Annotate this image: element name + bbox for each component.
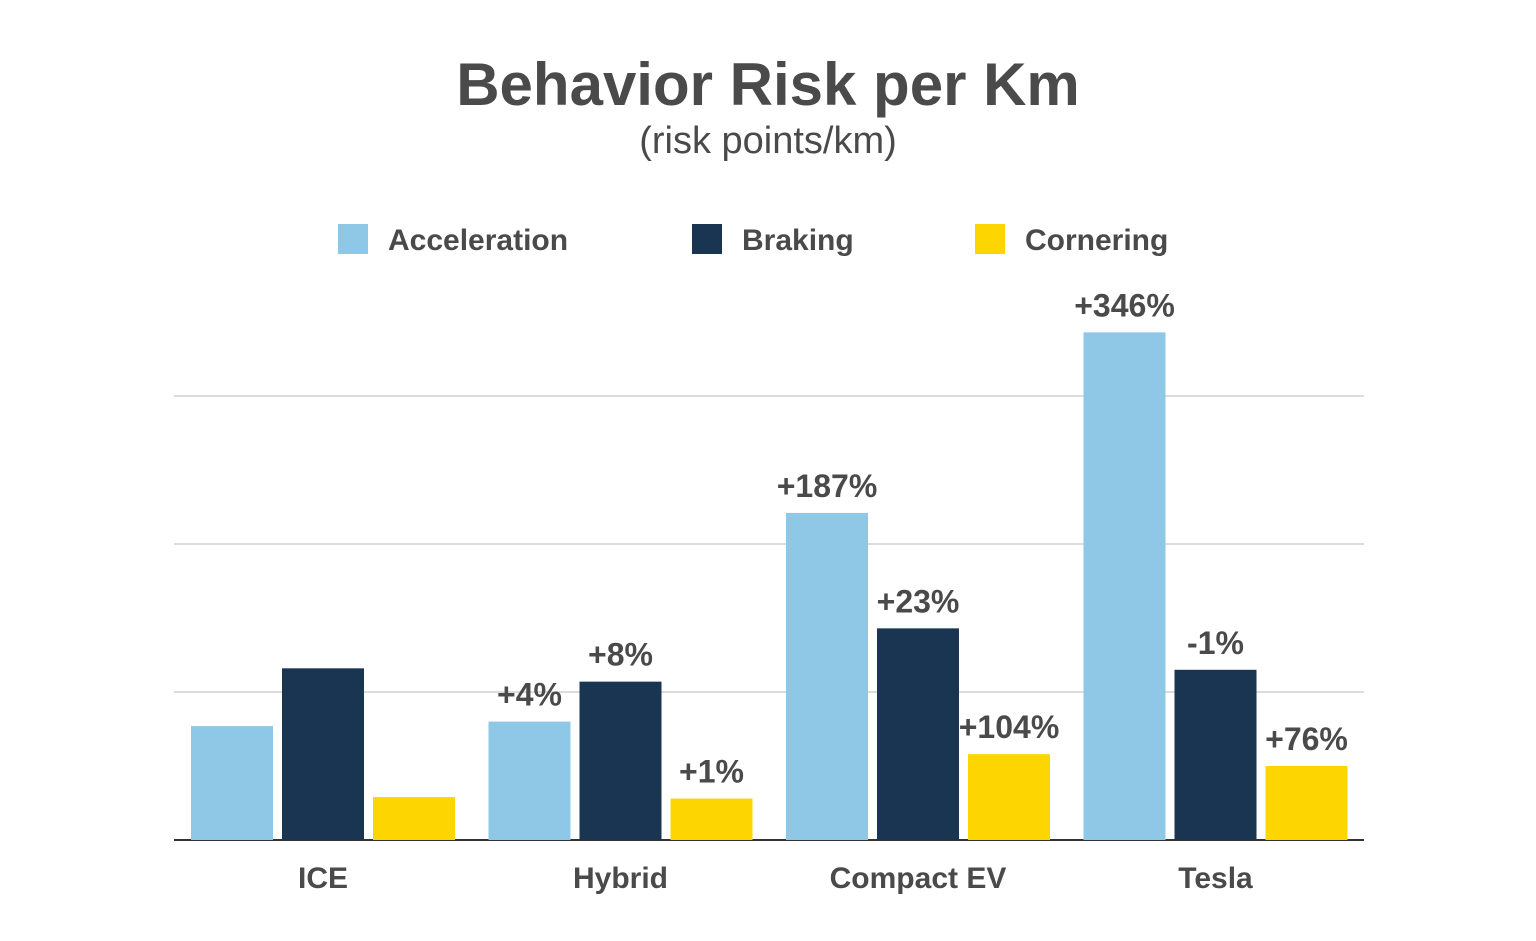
bar-compact-ev-braking	[877, 628, 959, 840]
data-label-tesla-braking: -1%	[1187, 625, 1244, 661]
bar-tesla-cornering	[1265, 766, 1348, 840]
bar-ice-braking	[282, 668, 364, 840]
data-label-tesla-cornering: +76%	[1265, 721, 1348, 757]
bar-tesla-acceleration	[1083, 332, 1166, 840]
data-label-tesla-acceleration: +346%	[1074, 287, 1175, 323]
bar-hybrid-cornering	[670, 798, 753, 840]
legend-swatch-acceleration	[338, 224, 368, 254]
bar-hybrid-acceleration	[488, 721, 571, 840]
data-label-hybrid-cornering: +1%	[679, 754, 744, 790]
x-tick-label-tesla: Tesla	[1178, 862, 1253, 895]
legend-swatch-cornering	[975, 224, 1005, 254]
chart-subtitle: (risk points/km)	[639, 120, 897, 162]
data-label-hybrid-acceleration: +4%	[497, 677, 562, 713]
bar-tesla-braking	[1174, 669, 1257, 840]
data-label-compact-ev-braking: +23%	[877, 583, 960, 619]
legend-label-acceleration: Acceleration	[388, 224, 568, 257]
legend-label-cornering: Cornering	[1025, 224, 1168, 257]
x-tick-label-compact-ev: Compact EV	[830, 862, 1007, 895]
data-label-hybrid-braking: +8%	[588, 637, 653, 673]
bar-ice-cornering	[373, 797, 455, 840]
legend-swatch-braking	[692, 224, 722, 254]
bar-compact-ev-cornering	[968, 754, 1050, 840]
bar-compact-ev-acceleration	[786, 512, 868, 840]
data-label-compact-ev-acceleration: +187%	[777, 468, 878, 504]
chart-title: Behavior Risk per Km	[456, 51, 1080, 118]
bar-hybrid-braking	[579, 681, 662, 840]
bar-ice-acceleration	[191, 726, 273, 840]
x-tick-label-ice: ICE	[298, 862, 348, 895]
legend-label-braking: Braking	[742, 224, 854, 257]
data-label-compact-ev-cornering: +104%	[959, 709, 1060, 745]
x-tick-label-hybrid: Hybrid	[573, 862, 668, 895]
